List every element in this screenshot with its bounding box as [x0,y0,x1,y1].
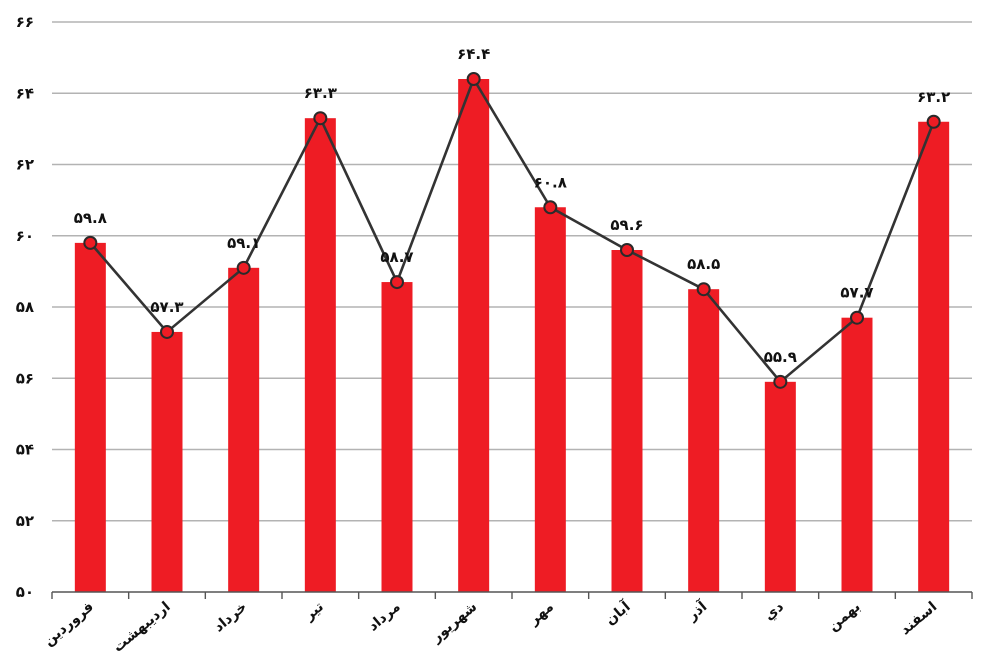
data-point [466,72,481,86]
y-tick-label: ۶۴ [16,84,34,102]
y-tick-label: ۵۶ [16,369,34,387]
data-point [160,324,174,339]
x-tick-label: مهر [525,599,556,629]
data-point [773,374,788,389]
x-tick-label: آذر [683,597,712,625]
y-axis-tick-labels: ۵۰ ۵۲ ۵۴ ۵۶ ۵۸ ۶۰ ۶۲ ۶۴ ۶۶ [16,13,34,601]
y-tick-label: ۶۰ [16,227,34,245]
data-label: ۵۸.۷ [380,248,413,266]
data-point [620,243,634,257]
data-point [696,282,711,297]
line-layer [89,77,935,384]
x-tick-label: تير [301,599,327,625]
bar [458,79,490,592]
y-tick-label: ۵۸ [16,298,34,316]
series-line [89,77,935,384]
bar [304,118,336,592]
data-point [390,275,404,290]
data-label: ۶۰.۸ [534,173,567,191]
y-tick-label: ۵۴ [16,441,34,459]
data-point [83,235,98,250]
x-tick-label: دي [761,599,787,625]
data-label: ۶۳.۲ [917,88,950,106]
y-tick-label: ۵۰ [16,583,34,601]
data-point [236,260,251,275]
bar [611,250,643,592]
y-tick-label: ۵۲ [16,512,34,530]
bar [918,121,950,592]
markers-layer [83,72,941,389]
y-tick-label: ۶۶ [16,13,34,31]
bar [74,242,106,592]
bar [228,267,260,592]
data-label: ۵۹.۱ [227,234,260,252]
x-tick-label: بهمن [825,599,863,635]
data-point [850,310,864,325]
bar [764,381,796,592]
x-axis-layer: فروردين ارديبهشت خرداد تير مرداد شهريور مهر آبا… [41,591,973,656]
x-tick-label: مرداد [365,599,403,635]
bar [841,317,873,592]
x-tick-label: ارديبهشت [110,599,173,656]
x-tick-label: آبان [601,597,634,629]
data-label: ۵۵.۹ [764,348,797,366]
data-label: ۵۹.۶ [610,216,643,234]
data-label: ۵۷.۳ [150,298,183,316]
bar [151,331,183,592]
data-label: ۶۴.۴ [457,45,490,63]
x-tick-label: فروردين [41,599,97,650]
x-tick-label: اسفند [897,599,940,639]
data-labels-layer: ۵۹.۸ ۵۷.۳ ۵۹.۱ ۶۳.۳ ۵۸.۷ ۶۴.۴ ۶۰.۸ ۵۹.۶ ۵۸.۵ ۵۵.۹… [74,45,951,366]
data-point [313,111,328,126]
x-tick-label: شهريور [428,599,480,646]
data-point [926,114,941,129]
data-label: ۵۷.۷ [840,284,873,302]
bars-layer [74,79,950,592]
data-label: ۶۳.۳ [304,84,337,102]
y-tick-label: ۶۲ [16,156,34,174]
bar [688,289,720,592]
bar [381,282,413,592]
data-point [543,200,558,215]
bar [534,207,566,592]
grid-layer [52,21,972,522]
x-tick-label: خرداد [211,599,250,636]
data-label: ۵۸.۵ [687,255,720,273]
data-label: ۵۹.۸ [74,209,107,227]
